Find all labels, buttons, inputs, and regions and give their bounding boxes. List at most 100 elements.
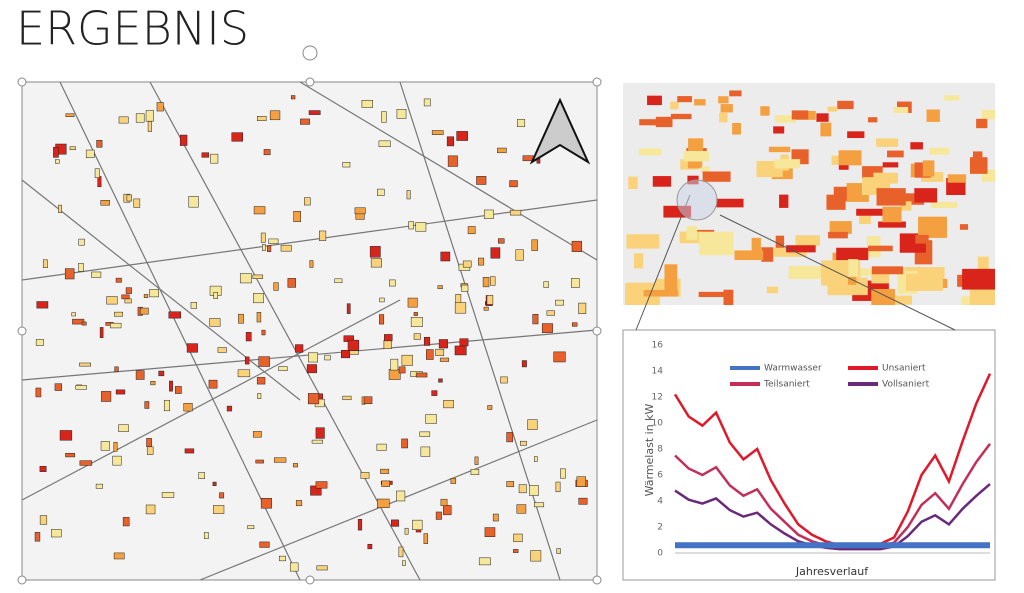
building xyxy=(262,244,266,251)
building-3d xyxy=(760,106,770,116)
building xyxy=(401,354,413,366)
building xyxy=(35,339,44,346)
building-3d xyxy=(977,256,989,270)
building xyxy=(252,431,262,438)
building xyxy=(244,356,250,365)
building-3d xyxy=(626,234,660,249)
building xyxy=(113,552,125,560)
chart-frame xyxy=(622,329,996,581)
building xyxy=(124,298,132,304)
building xyxy=(51,529,62,538)
building xyxy=(389,279,396,287)
building-3d xyxy=(686,226,698,240)
handle[interactable] xyxy=(17,326,27,336)
building xyxy=(438,339,448,349)
building xyxy=(390,358,399,371)
handle[interactable] xyxy=(592,77,602,87)
building-3d xyxy=(683,151,709,162)
building xyxy=(315,481,328,489)
building xyxy=(147,121,152,132)
building xyxy=(347,339,360,351)
building-3d xyxy=(716,198,744,208)
x-axis-label: Jahresverlauf xyxy=(795,565,869,578)
building xyxy=(413,312,418,316)
building xyxy=(125,287,132,294)
building-3d xyxy=(929,147,950,155)
building xyxy=(163,399,170,412)
building-3d xyxy=(878,295,913,305)
building xyxy=(96,139,103,148)
map-image xyxy=(21,81,598,581)
selection-handles[interactable] xyxy=(17,45,602,585)
building xyxy=(278,366,288,371)
building-3d xyxy=(882,206,902,223)
building-3d xyxy=(723,289,734,305)
building-3d xyxy=(915,234,929,244)
building xyxy=(71,312,76,317)
building xyxy=(306,364,317,374)
building xyxy=(75,385,87,390)
building xyxy=(319,230,327,241)
building xyxy=(149,289,159,298)
building xyxy=(426,349,434,360)
slide-title: ERGEBNIS xyxy=(16,2,249,56)
building xyxy=(440,251,451,262)
building xyxy=(446,136,455,147)
handle[interactable] xyxy=(17,77,27,87)
building-3d xyxy=(962,268,995,290)
building xyxy=(231,132,243,142)
building-3d xyxy=(719,112,728,123)
building xyxy=(531,239,538,251)
building-3d xyxy=(768,146,791,153)
building xyxy=(256,312,262,323)
building xyxy=(553,351,566,363)
building xyxy=(482,276,490,288)
building-3d xyxy=(976,118,988,129)
building xyxy=(247,525,255,530)
building-3d xyxy=(959,224,969,230)
building xyxy=(490,247,501,259)
building xyxy=(456,131,468,141)
building xyxy=(219,492,225,499)
building xyxy=(118,424,129,432)
building xyxy=(402,560,406,566)
building xyxy=(292,463,298,468)
building xyxy=(461,284,469,292)
building xyxy=(546,310,555,316)
building xyxy=(112,455,122,466)
handle[interactable] xyxy=(305,575,315,585)
building xyxy=(39,466,47,472)
building-3d xyxy=(788,265,830,280)
building xyxy=(113,442,118,452)
building-3d xyxy=(944,95,960,101)
building-3d xyxy=(914,188,938,203)
north-arrow xyxy=(529,97,591,165)
building xyxy=(184,448,195,454)
building xyxy=(380,468,390,474)
building xyxy=(407,297,418,308)
building-3d xyxy=(720,104,733,113)
building xyxy=(348,350,359,355)
handle[interactable] xyxy=(592,326,602,336)
building-3d xyxy=(922,160,935,177)
building-3d xyxy=(734,250,764,261)
handle[interactable] xyxy=(17,575,27,585)
building xyxy=(261,329,266,336)
building xyxy=(437,285,443,290)
handle[interactable] xyxy=(592,575,602,585)
building xyxy=(440,498,448,506)
building xyxy=(34,532,41,542)
building-3d xyxy=(831,260,860,268)
building xyxy=(58,204,62,213)
building xyxy=(515,249,524,261)
handle[interactable] xyxy=(305,77,315,87)
building xyxy=(498,238,505,244)
building-3d xyxy=(871,266,904,275)
rotate-handle[interactable] xyxy=(302,45,318,61)
y-tick-label: 8 xyxy=(657,445,663,455)
y-tick-label: 4 xyxy=(657,497,663,507)
building xyxy=(410,317,423,327)
building xyxy=(122,517,130,527)
legend-label: Teilsaniert xyxy=(763,380,810,390)
